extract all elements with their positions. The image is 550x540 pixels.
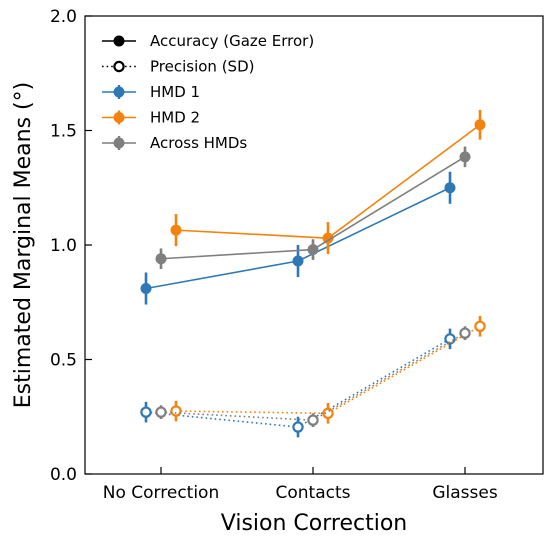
legend-marker: [113, 112, 125, 123]
legend-marker: [113, 137, 125, 149]
x-tick-label: No Correction: [103, 483, 219, 503]
data-point: [140, 406, 152, 418]
legend-marker: [113, 35, 125, 47]
data-point: [307, 414, 319, 426]
data-point: [155, 406, 167, 418]
data-point: [459, 327, 471, 339]
data-point: [292, 421, 304, 433]
legend-item: HMD 2: [102, 109, 200, 127]
y-tick-label: 0.0: [50, 465, 77, 485]
legend-label: HMD 2: [150, 109, 200, 127]
y-tick-label: 1.5: [50, 122, 77, 142]
legend-marker: [113, 86, 125, 98]
y-tick-label: 1.0: [50, 236, 77, 256]
x-tick-label: Glasses: [432, 483, 497, 503]
legend-label: Accuracy (Gaze Error): [150, 32, 314, 50]
legend-item: Accuracy (Gaze Error): [102, 32, 314, 50]
y-tick-label: 0.5: [50, 351, 77, 371]
legend-item: HMD 1: [102, 83, 200, 101]
data-point: [474, 320, 486, 332]
x-tick-label: Contacts: [276, 483, 351, 503]
data-point: [459, 151, 471, 163]
legend: Accuracy (Gaze Error) Precision (SD) HMD 1…: [102, 32, 314, 152]
data-point: [155, 253, 167, 265]
data-point: [307, 244, 319, 256]
x-axis-label: Vision Correction: [221, 511, 407, 536]
legend-item: Across HMDs: [102, 134, 247, 152]
series-across-hmds-precision: [155, 326, 471, 428]
data-point: [322, 232, 334, 244]
data-point: [444, 182, 456, 194]
data-point: [170, 224, 182, 236]
data-point: [170, 405, 182, 417]
x-axis: No Correction Contacts Glasses: [103, 467, 498, 503]
legend-item: Precision (SD): [102, 58, 254, 76]
series-hmd-1-precision: [140, 328, 456, 438]
data-point: [444, 333, 456, 345]
series-layer: [140, 109, 486, 438]
series-hmd-2-accuracy: [170, 109, 486, 255]
data-point: [140, 283, 152, 295]
legend-label: Precision (SD): [150, 58, 254, 76]
series-across-hmds-accuracy: [155, 146, 471, 270]
legend-marker: [113, 60, 125, 73]
y-tick-label: 2.0: [50, 7, 77, 27]
y-axis: 0.0 0.5 1.0 1.5 2.0: [50, 7, 92, 485]
legend-label: Across HMDs: [150, 134, 247, 152]
y-axis-label: Estimated Marginal Means (°): [11, 82, 36, 408]
series-hmd-1-accuracy: [140, 171, 456, 305]
data-point: [474, 119, 486, 131]
data-point: [292, 255, 304, 267]
legend-label: HMD 1: [150, 83, 200, 101]
